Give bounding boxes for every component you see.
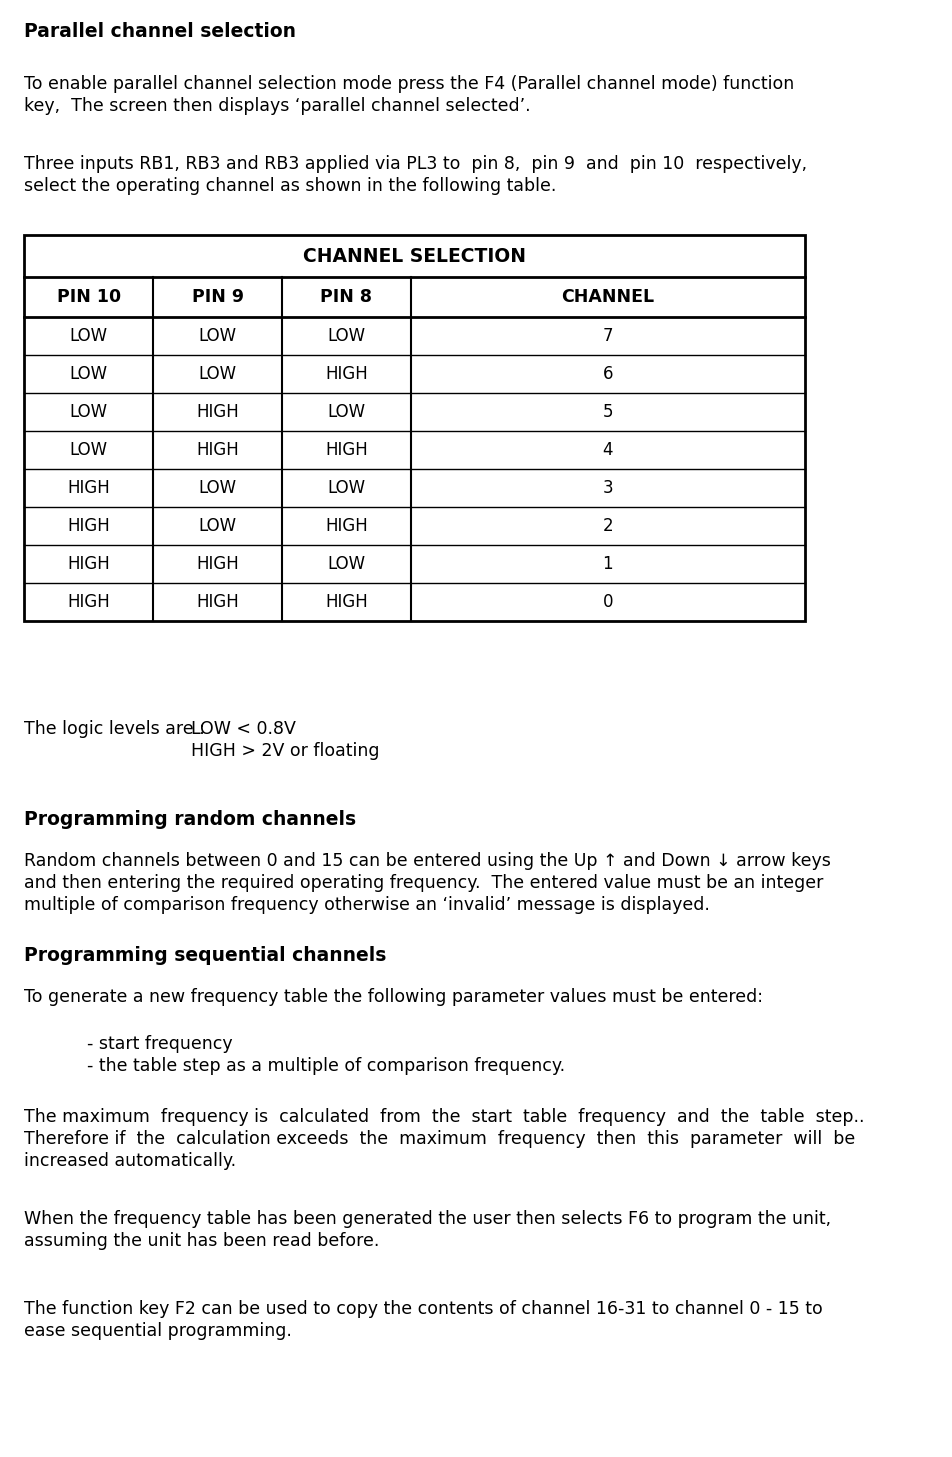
Text: HIGH: HIGH bbox=[325, 517, 367, 535]
Text: Programming random channels: Programming random channels bbox=[25, 810, 356, 829]
Text: LOW: LOW bbox=[327, 404, 365, 421]
Text: and then entering the required operating frequency.  The entered value must be a: and then entering the required operating… bbox=[25, 874, 823, 892]
Text: LOW: LOW bbox=[198, 479, 236, 497]
Text: Random channels between 0 and 15 can be entered using the Up ↑ and Down ↓ arrow : Random channels between 0 and 15 can be … bbox=[25, 852, 830, 870]
Bar bbox=[25, 235, 804, 621]
Text: HIGH: HIGH bbox=[196, 404, 239, 421]
Text: To enable parallel channel selection mode press the F4 (Parallel channel mode) f: To enable parallel channel selection mod… bbox=[25, 74, 794, 93]
Text: 5: 5 bbox=[602, 404, 612, 421]
Text: LOW: LOW bbox=[198, 326, 236, 345]
Text: 3: 3 bbox=[602, 479, 612, 497]
Text: Programming sequential channels: Programming sequential channels bbox=[25, 946, 387, 965]
Text: - start frequency: - start frequency bbox=[87, 1034, 232, 1053]
Text: - the table step as a multiple of comparison frequency.: - the table step as a multiple of compar… bbox=[87, 1056, 565, 1075]
Text: Three inputs RB1, RB3 and RB3 applied via PL3 to  pin 8,  pin 9  and  pin 10  re: Three inputs RB1, RB3 and RB3 applied vi… bbox=[25, 154, 806, 173]
Text: HIGH: HIGH bbox=[325, 593, 367, 610]
Text: PIN 10: PIN 10 bbox=[57, 288, 121, 306]
Text: assuming the unit has been read before.: assuming the unit has been read before. bbox=[25, 1233, 379, 1250]
Text: increased automatically.: increased automatically. bbox=[25, 1152, 236, 1170]
Text: ease sequential programming.: ease sequential programming. bbox=[25, 1321, 292, 1340]
Text: key,  The screen then displays ‘parallel channel selected’.: key, The screen then displays ‘parallel … bbox=[25, 98, 530, 115]
Text: LOW: LOW bbox=[198, 517, 236, 535]
Text: Parallel channel selection: Parallel channel selection bbox=[25, 22, 296, 41]
Text: HIGH: HIGH bbox=[196, 555, 239, 573]
Text: multiple of comparison frequency otherwise an ‘invalid’ message is displayed.: multiple of comparison frequency otherwi… bbox=[25, 896, 709, 914]
Text: LOW: LOW bbox=[198, 366, 236, 383]
Text: LOW: LOW bbox=[327, 555, 365, 573]
Text: 0: 0 bbox=[602, 593, 612, 610]
Text: LOW < 0.8V: LOW < 0.8V bbox=[191, 720, 296, 739]
Text: CHANNEL SELECTION: CHANNEL SELECTION bbox=[303, 246, 526, 265]
Text: HIGH: HIGH bbox=[68, 593, 110, 610]
Text: 2: 2 bbox=[602, 517, 612, 535]
Text: HIGH > 2V or floating: HIGH > 2V or floating bbox=[191, 742, 380, 761]
Text: 1: 1 bbox=[602, 555, 612, 573]
Text: LOW: LOW bbox=[69, 326, 108, 345]
Text: 7: 7 bbox=[602, 326, 612, 345]
Text: HIGH: HIGH bbox=[68, 555, 110, 573]
Text: 6: 6 bbox=[602, 366, 612, 383]
Text: LOW: LOW bbox=[69, 441, 108, 459]
Text: PIN 9: PIN 9 bbox=[191, 288, 244, 306]
Text: 4: 4 bbox=[602, 441, 612, 459]
Text: HIGH: HIGH bbox=[325, 366, 367, 383]
Text: The function key F2 can be used to copy the contents of channel 16-31 to channel: The function key F2 can be used to copy … bbox=[25, 1300, 823, 1319]
Text: When the frequency table has been generated the user then selects F6 to program : When the frequency table has been genera… bbox=[25, 1209, 831, 1228]
Text: LOW: LOW bbox=[327, 326, 365, 345]
Text: LOW: LOW bbox=[327, 479, 365, 497]
Text: HIGH: HIGH bbox=[196, 441, 239, 459]
Text: select the operating channel as shown in the following table.: select the operating channel as shown in… bbox=[25, 176, 556, 195]
Text: To generate a new frequency table the following parameter values must be entered: To generate a new frequency table the fo… bbox=[25, 988, 763, 1005]
Text: HIGH: HIGH bbox=[68, 479, 110, 497]
Text: PIN 8: PIN 8 bbox=[320, 288, 372, 306]
Text: HIGH: HIGH bbox=[196, 593, 239, 610]
Text: LOW: LOW bbox=[69, 366, 108, 383]
Text: LOW: LOW bbox=[69, 404, 108, 421]
Text: The maximum  frequency is  calculated  from  the  start  table  frequency  and  : The maximum frequency is calculated from… bbox=[25, 1107, 864, 1126]
Text: CHANNEL: CHANNEL bbox=[561, 288, 654, 306]
Text: Therefore if  the  calculation exceeds  the  maximum  frequency  then  this  par: Therefore if the calculation exceeds the… bbox=[25, 1131, 855, 1148]
Text: HIGH: HIGH bbox=[325, 441, 367, 459]
Text: The logic levels are :: The logic levels are : bbox=[25, 720, 205, 739]
Text: HIGH: HIGH bbox=[68, 517, 110, 535]
